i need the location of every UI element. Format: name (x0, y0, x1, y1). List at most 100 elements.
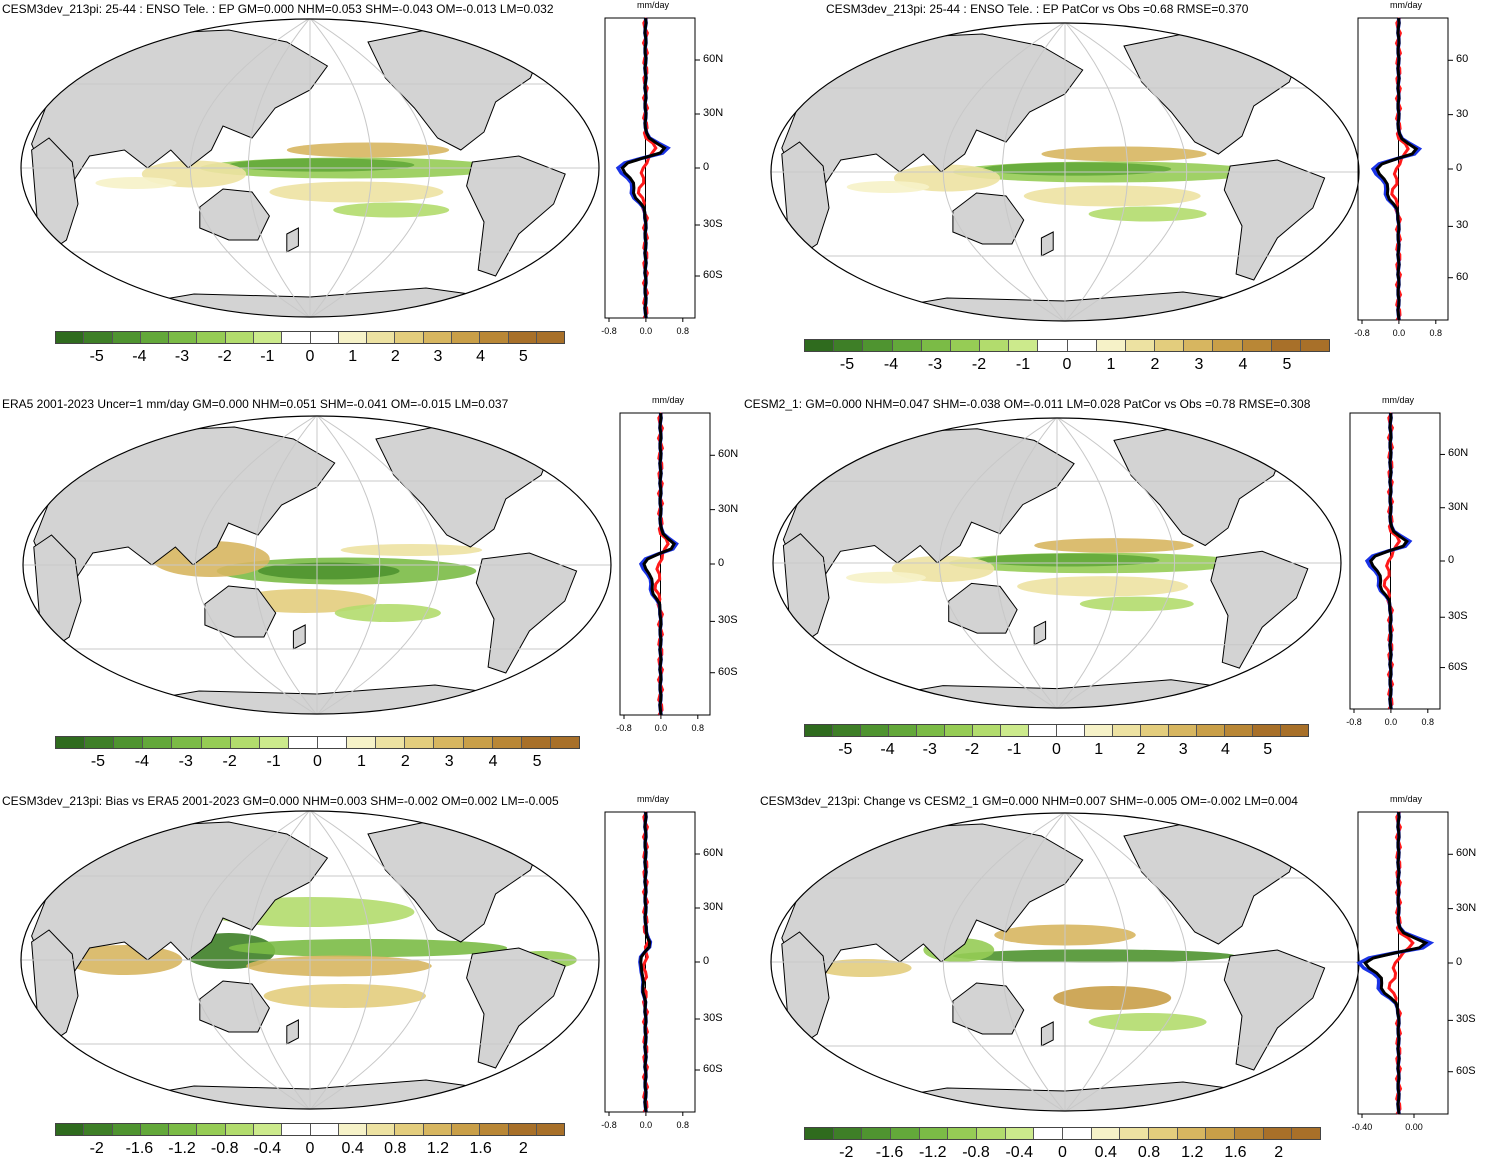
lat-tick-label: 60S (703, 1063, 723, 1075)
colorbar-tick-label: -2 (971, 356, 987, 373)
colorbar-cell (197, 1124, 226, 1135)
zonal-curve-model (1375, 17, 1419, 321)
graticule-lon (1064, 813, 1129, 1111)
colorbar-tick-label: -1 (1007, 741, 1022, 758)
panel-title: CESM3dev_213pi: 25-44 : ENSO Tele. : EP … (826, 2, 1249, 16)
colorbar-cell (310, 332, 339, 343)
colorbar-cell (1213, 340, 1243, 351)
colorbar-cell (143, 737, 173, 748)
colorbar-cell (919, 1128, 949, 1139)
colorbar-tick-label: 2 (1274, 1144, 1284, 1161)
colorbar-cell (889, 725, 917, 736)
colorbar-tick-label: 4 (1220, 741, 1230, 758)
anomaly-tropical-green (228, 939, 508, 957)
colorbar-tick-label: 3 (433, 348, 443, 365)
panel-title: CESM3dev_213pi: Change vs CESM2_1 GM=0.0… (760, 794, 1298, 808)
colorbar-cell (1281, 725, 1308, 736)
colorbar-ticks: -2 -1.6 -1.2 -0.8 -0.4 0 0.4 0.8 1.2 1.6 2 (804, 1140, 1321, 1161)
nz-land (292, 624, 306, 650)
zonal-units: mm/day (1390, 0, 1423, 10)
colorbar-ticks: -5 -4 -3 -2 -1 0 1 2 3 4 5 (55, 344, 565, 365)
lat-tick-label: 30S (703, 1012, 723, 1024)
colorbar-tick-label: 2 (1136, 741, 1146, 758)
anomaly-central-brown (246, 955, 432, 977)
x-tick-label: 0.0 (1392, 328, 1406, 338)
colorbar-cell (480, 1124, 509, 1135)
colorbar-cell (1120, 1128, 1150, 1139)
colorbar-cell (536, 332, 565, 343)
colorbar-cell (1253, 725, 1281, 736)
colorbar-cell (1184, 340, 1214, 351)
anomaly-indian-brown (817, 959, 912, 977)
zonal-mean-plot: mm/day 60 30 0 30 60 -0.8 0.0 0.8 (1348, 0, 1495, 350)
anomaly-north-brown (286, 142, 450, 158)
colorbar-tick-label: -5 (838, 741, 853, 758)
anomaly-north-brown (1041, 146, 1207, 162)
robinson-map (770, 22, 1360, 322)
lat-tick-label: 30S (1448, 610, 1468, 623)
colorbar-cell (1141, 725, 1169, 736)
colorbar-cell (1009, 340, 1039, 351)
colorbar-tick-label: -1 (260, 348, 275, 365)
zonal-frame (1357, 811, 1449, 1115)
colorbar-cell (921, 340, 951, 351)
x-tick-label: -0.8 (616, 723, 632, 733)
colorbar-cell (1263, 1128, 1293, 1139)
colorbar-tick-label: -4 (134, 753, 149, 770)
graticule-lon (1064, 813, 1188, 1111)
robinson-map (20, 18, 600, 318)
colorbar-tick-label: 1 (348, 348, 358, 365)
x-tick-label: -0.8 (1346, 717, 1362, 727)
colorbar-cell (948, 1128, 978, 1139)
colorbar-cell (950, 340, 981, 351)
colorbar-cell (172, 737, 202, 748)
x-tick-label: 0.0 (654, 723, 668, 733)
anomaly-south-brown (269, 181, 444, 203)
colorbar-tick-label: -4 (883, 356, 899, 373)
graticule-lon (996, 418, 1058, 708)
colorbar-cell (225, 332, 254, 343)
colorbar-cell (114, 737, 144, 748)
colorbar-cell (945, 725, 973, 736)
colorbar-cells (804, 1127, 1321, 1140)
colorbar-tick-label: 4 (488, 753, 498, 770)
colorbar-cell (863, 340, 893, 351)
lat-tick-label: 30N (1448, 500, 1469, 513)
colorbar: -2 -1.6 -1.2 -0.8 -0.4 0 0.4 0.8 1.2 1.6 2 (804, 1127, 1321, 1161)
lat-tick-label: 30N (703, 901, 724, 913)
colorbar-cell (1155, 340, 1185, 351)
anomaly-north-brown (340, 544, 483, 556)
nz-land (1040, 1021, 1054, 1047)
lat-tick-label: 30 (1456, 107, 1469, 120)
colorbar-cell (980, 340, 1010, 351)
x-tick-label: 0.0 (1384, 717, 1398, 727)
colorbar-tick-label: 0 (305, 348, 315, 365)
colorbar-tick-label: 1.2 (1181, 1144, 1204, 1161)
x-tick-label: 0.8 (1429, 328, 1443, 338)
lat-tick-label: 60S (1448, 660, 1468, 673)
zonal-curve-model (1368, 412, 1409, 710)
colorbar-cell (1034, 1128, 1064, 1139)
colorbar-cell (140, 1124, 170, 1135)
colorbar-tick-label: -1.2 (168, 1140, 196, 1157)
zonal-frame (1349, 412, 1441, 710)
colorbar-tick-label: -0.4 (253, 1140, 282, 1157)
panel-title: CESM3dev_213pi: 25-44 : ENSO Tele. : EP … (2, 2, 554, 16)
colorbar-cell (1235, 1128, 1264, 1139)
colorbar-cell (1063, 1128, 1092, 1139)
zonal-units: mm/day (652, 395, 685, 405)
colorbar-tick-label: -2 (964, 741, 980, 758)
lat-tick-label: 30 (1456, 219, 1469, 232)
lat-tick-label: 0 (703, 955, 710, 967)
lat-tick-label: 30S (718, 614, 738, 627)
colorbar-cells (55, 1123, 565, 1136)
nz-land (286, 227, 299, 253)
graticule-lon (1056, 418, 1118, 708)
colorbar-tick-label: 1 (1106, 356, 1116, 373)
anomaly-tropical-green-core (258, 562, 400, 580)
zonal-curve-model (639, 811, 652, 1113)
greenland-land (1273, 425, 1314, 459)
panel-p5: CESM3dev_213pi: Bias vs ERA5 2001-2023 G… (0, 790, 740, 1162)
colorbar-cell (84, 1124, 113, 1135)
graticule-lon (189, 19, 311, 317)
